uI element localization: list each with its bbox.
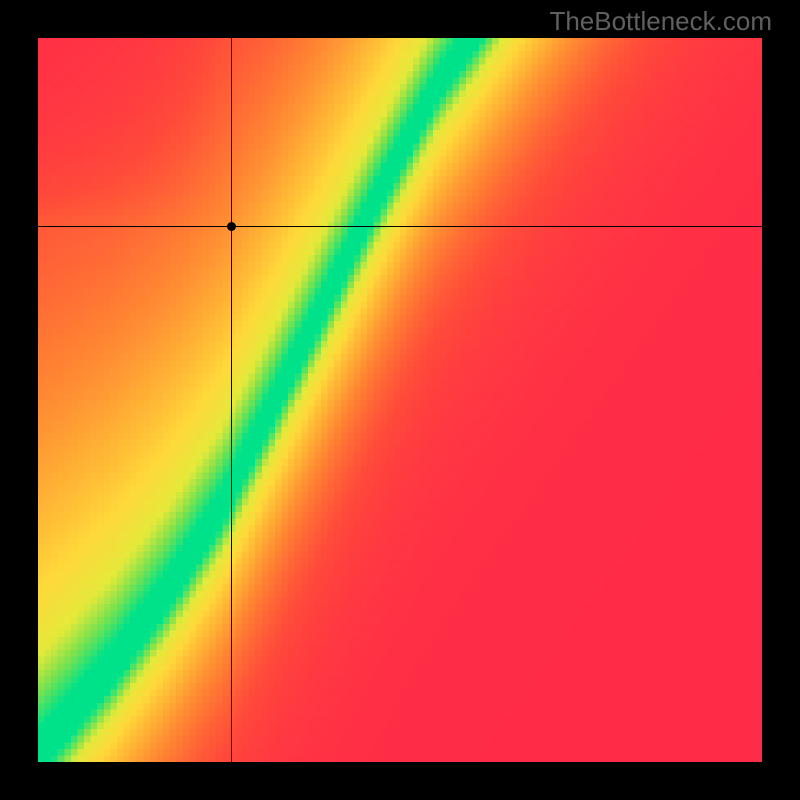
heatmap-canvas xyxy=(38,38,762,762)
crosshair-horizontal xyxy=(38,226,762,227)
crosshair-vertical xyxy=(231,38,232,762)
watermark-label: TheBottleneck.com xyxy=(549,6,772,37)
chart-frame: { "watermark": { "text": "TheBottleneck.… xyxy=(0,0,800,800)
plot-area xyxy=(38,38,762,762)
